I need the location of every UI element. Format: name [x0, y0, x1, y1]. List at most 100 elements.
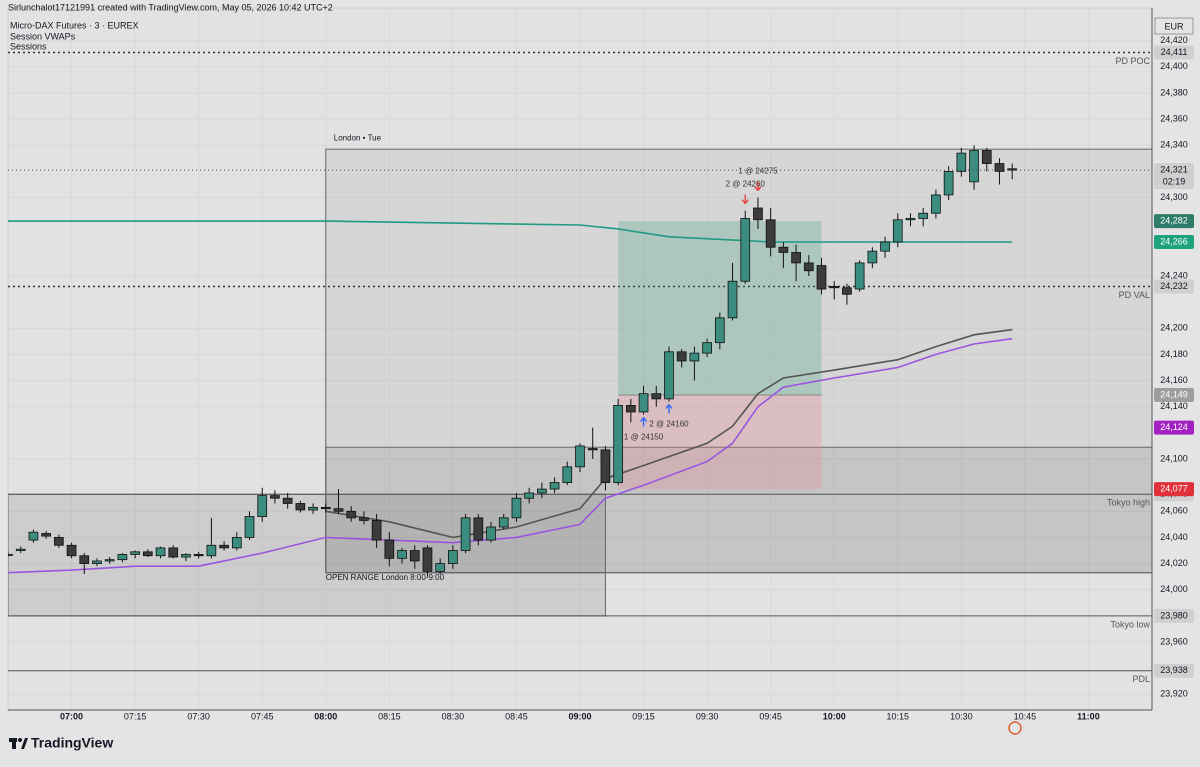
candle-body: [867, 250, 878, 264]
price-tag-label: 23,938: [1160, 665, 1188, 675]
candle-body: [562, 466, 573, 483]
candle-body: [53, 537, 64, 546]
candle-body: [219, 544, 229, 549]
candle-body: [918, 212, 929, 219]
trade-label: 1 @ 24275: [738, 167, 778, 176]
candle-body: [791, 252, 801, 264]
session-label: OPEN RANGE London 8:00-9:00: [326, 573, 445, 582]
y-tick-label: 23,920: [1160, 689, 1188, 699]
candle-body: [842, 287, 852, 295]
y-tick-label: 24,020: [1160, 558, 1188, 568]
candle-body: [181, 554, 191, 558]
candle-body: [244, 516, 255, 538]
y-tick-label: 24,420: [1160, 35, 1188, 45]
candle-body: [892, 219, 903, 243]
candle-body: [8, 554, 13, 556]
y-tick-label: 24,100: [1160, 453, 1188, 463]
candle-body: [206, 544, 217, 557]
candle-body: [880, 241, 890, 252]
candle-body: [549, 482, 560, 490]
price-tag: [1154, 387, 1194, 402]
candle-body: [460, 517, 471, 551]
indicator: Session VWAPs: [10, 31, 76, 41]
y-tick-label: 24,360: [1160, 113, 1188, 123]
candle-body: [359, 517, 369, 521]
candle-body: [41, 533, 51, 537]
logo: [9, 738, 28, 749]
candle-body: [66, 544, 77, 557]
branding: TradingView: [31, 735, 113, 751]
candle-body: [969, 150, 979, 183]
countdown: 02:19: [1163, 176, 1186, 186]
y-tick-label: 24,240: [1160, 270, 1188, 280]
price-tag-label: 24,282: [1160, 215, 1188, 225]
candle-body: [676, 351, 687, 362]
candle-body: [664, 351, 674, 400]
y-tick-label: 24,180: [1160, 349, 1188, 359]
currency-box[interactable]: [1154, 17, 1194, 35]
price-tag-label: 24,411: [1161, 47, 1188, 57]
candle-body: [753, 207, 763, 221]
y-tick-label: 24,340: [1160, 140, 1188, 150]
trade-label: 2 @ 24260: [726, 180, 766, 189]
price-tag-label: 24,149: [1160, 389, 1188, 399]
x-tick-label: 11:00: [1077, 711, 1100, 721]
x-tick-label: 07:45: [251, 711, 274, 721]
candle-body: [829, 286, 840, 289]
candle-body: [638, 393, 649, 413]
candle-body: [117, 554, 128, 561]
candle-body: [854, 262, 865, 290]
trade-label: 1 @ 24150: [624, 433, 664, 442]
target-zone: [618, 221, 822, 395]
candle-body: [384, 539, 395, 559]
candle-body: [765, 219, 776, 248]
candle-body: [778, 246, 789, 253]
overlay: 24,420 24,400 24,380 24,360 24,340 24,300 24,2…: [60, 35, 1194, 721]
trade-arrow: [640, 417, 648, 427]
y-tick-label: 24,300: [1160, 192, 1188, 202]
price-tag: [1154, 279, 1194, 294]
candle-body: [816, 265, 827, 290]
vwap-line: [8, 337, 1013, 574]
candle-body: [981, 150, 992, 164]
stop-zone: [618, 394, 822, 490]
x-tick-label: 10:15: [887, 711, 910, 721]
trade-arrow: [754, 181, 762, 191]
trade-label: 2 @ 24160: [649, 420, 689, 429]
candle-body: [142, 551, 153, 557]
candle-body: [931, 194, 941, 214]
candle-body: [371, 520, 382, 541]
level-name: PD POC: [1115, 56, 1150, 66]
currency[interactable]: EUR: [1164, 21, 1184, 31]
candle-body: [714, 317, 725, 344]
session-box: [325, 148, 1152, 574]
candle-body: [168, 547, 179, 558]
candle-body: [308, 506, 318, 511]
price-tag: [1154, 608, 1194, 623]
price-tag-label: 24,124: [1160, 422, 1188, 432]
candle-body: [727, 280, 738, 319]
candle-body: [155, 547, 166, 557]
price-tag: [1154, 45, 1194, 60]
x-tick-label: 08:45: [505, 711, 528, 721]
x-tick-label: 08:00: [314, 711, 337, 721]
session-label: London • Tue: [334, 133, 382, 142]
trade-arrow: [665, 404, 673, 414]
candle-body: [740, 218, 751, 282]
x-tick-label: 08:15: [378, 711, 401, 721]
x-tick-label: 10:45: [1014, 711, 1037, 721]
x-tick-label: 09:30: [696, 711, 719, 721]
price-tag: [1154, 420, 1194, 435]
x-tick-label: 07:30: [187, 711, 210, 721]
candle-body: [511, 497, 522, 519]
candle-body: [524, 492, 535, 499]
candle-body: [600, 449, 611, 483]
logo-shape: [21, 738, 28, 749]
candle-body: [994, 163, 1005, 172]
price-tag-label: 24,266: [1160, 236, 1188, 246]
candle-body: [346, 510, 357, 519]
alert-icon[interactable]: [1008, 721, 1022, 735]
candle-body: [473, 517, 484, 541]
x-tick-label: 09:00: [568, 711, 591, 721]
candle-body: [28, 531, 39, 541]
